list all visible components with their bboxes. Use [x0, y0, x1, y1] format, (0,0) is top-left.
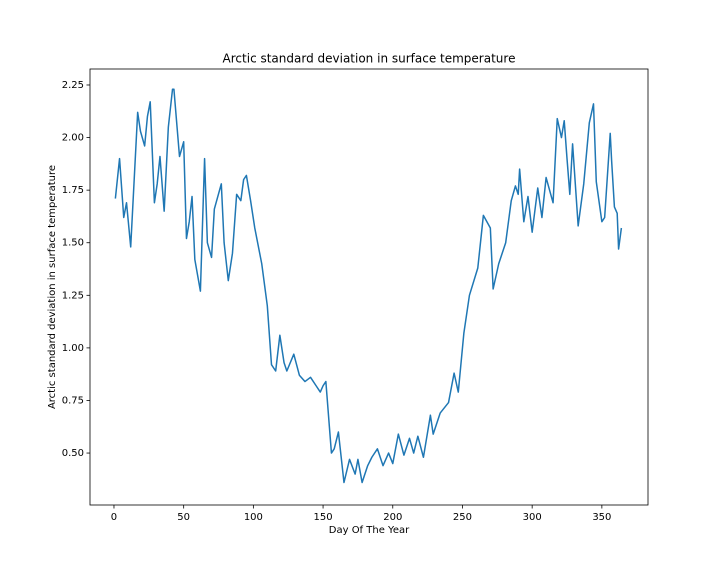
y-tick-label: 1.50 [62, 238, 84, 249]
x-tick-label: 50 [177, 512, 190, 523]
x-axis-label: Day Of The Year [329, 525, 410, 536]
y-axis-label: Arctic standard deviation in surface tem… [47, 165, 58, 409]
x-tick-label: 350 [592, 512, 611, 523]
x-tick-label: 200 [383, 512, 402, 523]
x-tick-label: 250 [453, 512, 472, 523]
y-tick-label: 0.75 [62, 395, 84, 406]
x-tick-label: 150 [314, 512, 333, 523]
x-tick-label: 100 [244, 512, 263, 523]
x-tick-label: 0 [111, 512, 117, 523]
y-tick-label: 1.25 [62, 290, 84, 301]
y-tick-label: 1.75 [62, 185, 84, 196]
y-tick-label: 2.25 [62, 80, 84, 91]
y-tick-label: 2.00 [62, 133, 84, 144]
x-tick-label: 300 [523, 512, 542, 523]
data-line [114, 88, 623, 484]
y-tick-label: 0.50 [62, 448, 84, 459]
chart-title: Arctic standard deviation in surface tem… [223, 52, 516, 66]
y-tick-label: 1.00 [62, 343, 84, 354]
plot-frame [89, 68, 649, 506]
